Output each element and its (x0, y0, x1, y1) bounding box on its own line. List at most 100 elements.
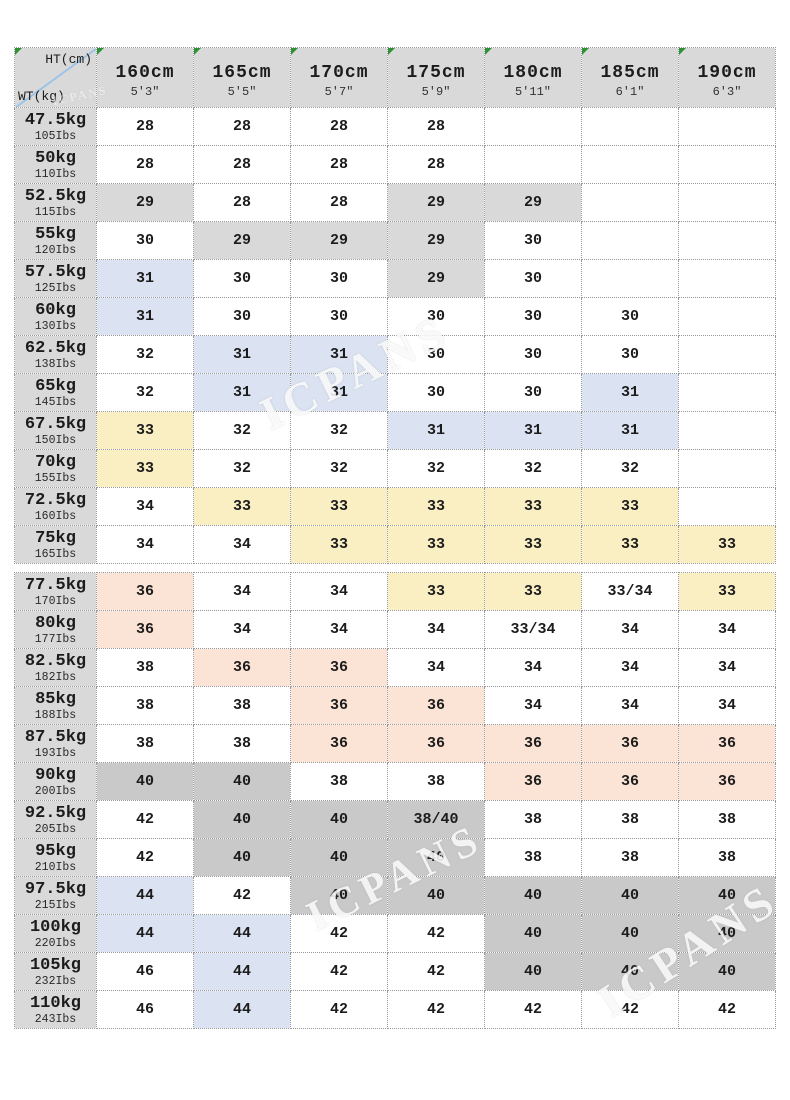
size-cell: 32 (96, 335, 194, 374)
row-label: 62.5kg 138Ibs (14, 335, 97, 374)
size-cell: 32 (290, 411, 388, 450)
size-cell: 40 (96, 762, 194, 801)
green-corner-marker (582, 48, 589, 55)
weight-lbs: 215Ibs (34, 898, 77, 912)
size-cell (678, 145, 776, 184)
size-cell: 28 (96, 107, 194, 146)
size-cell: 31 (96, 297, 194, 336)
size-cell (678, 259, 776, 298)
row-label: 80kg 177Ibs (14, 610, 97, 649)
size-cell (581, 259, 679, 298)
size-cell: 32 (581, 449, 679, 488)
weight-lbs: 138Ibs (34, 357, 77, 371)
size-cell: 33 (484, 572, 582, 611)
size-cell: 30 (387, 373, 485, 412)
green-corner-marker (679, 48, 686, 55)
row-label: 75kg 165Ibs (14, 525, 97, 564)
size-cell: 40 (290, 838, 388, 877)
size-cell (678, 335, 776, 374)
weight-lbs: 110Ibs (34, 167, 77, 181)
size-cell: 28 (290, 145, 388, 184)
weight-lbs: 160Ibs (34, 509, 77, 523)
size-cell (484, 145, 582, 184)
row-label: 92.5kg 205Ibs (14, 800, 97, 839)
size-cell: 33 (387, 487, 485, 526)
size-cell: 33 (581, 525, 679, 564)
size-cell: 34 (96, 487, 194, 526)
size-cell: 34 (387, 610, 485, 649)
weight-lbs: 115Ibs (34, 205, 77, 219)
weight-kg: 47.5kg (24, 111, 87, 131)
size-cell: 33/34 (581, 572, 679, 611)
weight-lbs: 205Ibs (34, 822, 77, 836)
weight-kg: 110kg (29, 994, 81, 1014)
size-cell: 46 (96, 952, 194, 991)
size-cell: 33 (581, 487, 679, 526)
table-row: 105kg 232Ibs 46 44 42 42 40 40 40 (14, 952, 776, 991)
size-cell: 42 (96, 838, 194, 877)
weight-kg: 77.5kg (24, 576, 87, 596)
table-row: 80kg 177Ibs 36 34 34 34 33/34 34 34 (14, 610, 776, 649)
table-row: 72.5kg 160Ibs 34 33 33 33 33 33 (14, 487, 776, 526)
table-row: 52.5kg 115Ibs 29 28 28 29 29 (14, 183, 776, 222)
table-row: 77.5kg 170Ibs 36 34 34 33 33 33/34 33 (14, 572, 776, 611)
column-header-190cm: 190cm 6'3" (678, 47, 776, 108)
weight-kg: 82.5kg (24, 652, 87, 672)
weight-lbs: 105Ibs (34, 129, 77, 143)
size-cell: 33 (484, 487, 582, 526)
column-cm-label: 160cm (115, 63, 175, 84)
size-cell: 40 (290, 800, 388, 839)
size-cell: 36 (96, 572, 194, 611)
size-cell: 30 (581, 297, 679, 336)
size-cell: 34 (678, 610, 776, 649)
size-chart-header: HT(cm) WT(kg) 160cm 5'3" 165cm 5'5" 170cm 5'7" 1… (14, 47, 776, 108)
size-cell: 33 (387, 572, 485, 611)
row-label: 82.5kg 182Ibs (14, 648, 97, 687)
size-cell: 34 (96, 525, 194, 564)
size-cell: 28 (387, 145, 485, 184)
weight-lbs: 243Ibs (34, 1012, 77, 1026)
row-label: 65kg 145Ibs (14, 373, 97, 412)
size-cell: 32 (193, 411, 291, 450)
size-cell (678, 297, 776, 336)
size-cell: 44 (96, 914, 194, 953)
size-cell: 36 (581, 762, 679, 801)
size-cell: 42 (290, 952, 388, 991)
size-cell: 34 (193, 610, 291, 649)
corner-height-label: HT(cm) (45, 52, 92, 67)
weight-kg: 97.5kg (24, 880, 87, 900)
size-cell: 42 (387, 990, 485, 1029)
weight-kg: 72.5kg (24, 491, 87, 511)
size-cell: 40 (484, 876, 582, 915)
weight-lbs: 120Ibs (34, 243, 77, 257)
table-row: 55kg 120Ibs 30 29 29 29 30 (14, 221, 776, 260)
row-label: 97.5kg 215Ibs (14, 876, 97, 915)
size-cell: 36 (387, 724, 485, 763)
column-ft-label: 5'3" (130, 84, 160, 99)
size-cell: 30 (484, 221, 582, 260)
size-cell: 34 (581, 610, 679, 649)
size-cell: 40 (387, 876, 485, 915)
weight-kg: 87.5kg (24, 728, 87, 748)
size-cell: 33 (290, 487, 388, 526)
size-cell: 28 (290, 107, 388, 146)
weight-kg: 85kg (35, 690, 76, 710)
size-cell: 38/40 (387, 800, 485, 839)
column-ft-label: 5'9" (421, 84, 451, 99)
size-cell: 31 (581, 373, 679, 412)
green-corner-marker (194, 48, 201, 55)
weight-lbs: 150Ibs (34, 433, 77, 447)
size-cell: 42 (387, 914, 485, 953)
size-cell: 38 (581, 800, 679, 839)
table-row: 65kg 145Ibs 32 31 31 30 30 31 (14, 373, 776, 412)
weight-kg: 80kg (35, 614, 76, 634)
size-cell: 34 (581, 686, 679, 725)
header-row: HT(cm) WT(kg) 160cm 5'3" 165cm 5'5" 170cm 5'7" 1… (14, 47, 776, 108)
size-cell: 30 (387, 335, 485, 374)
size-cell: 36 (387, 686, 485, 725)
size-cell: 34 (678, 686, 776, 725)
weight-kg: 50kg (35, 149, 76, 169)
green-corner-marker (485, 48, 492, 55)
size-cell: 29 (387, 183, 485, 222)
column-ft-label: 5'5" (227, 84, 257, 99)
